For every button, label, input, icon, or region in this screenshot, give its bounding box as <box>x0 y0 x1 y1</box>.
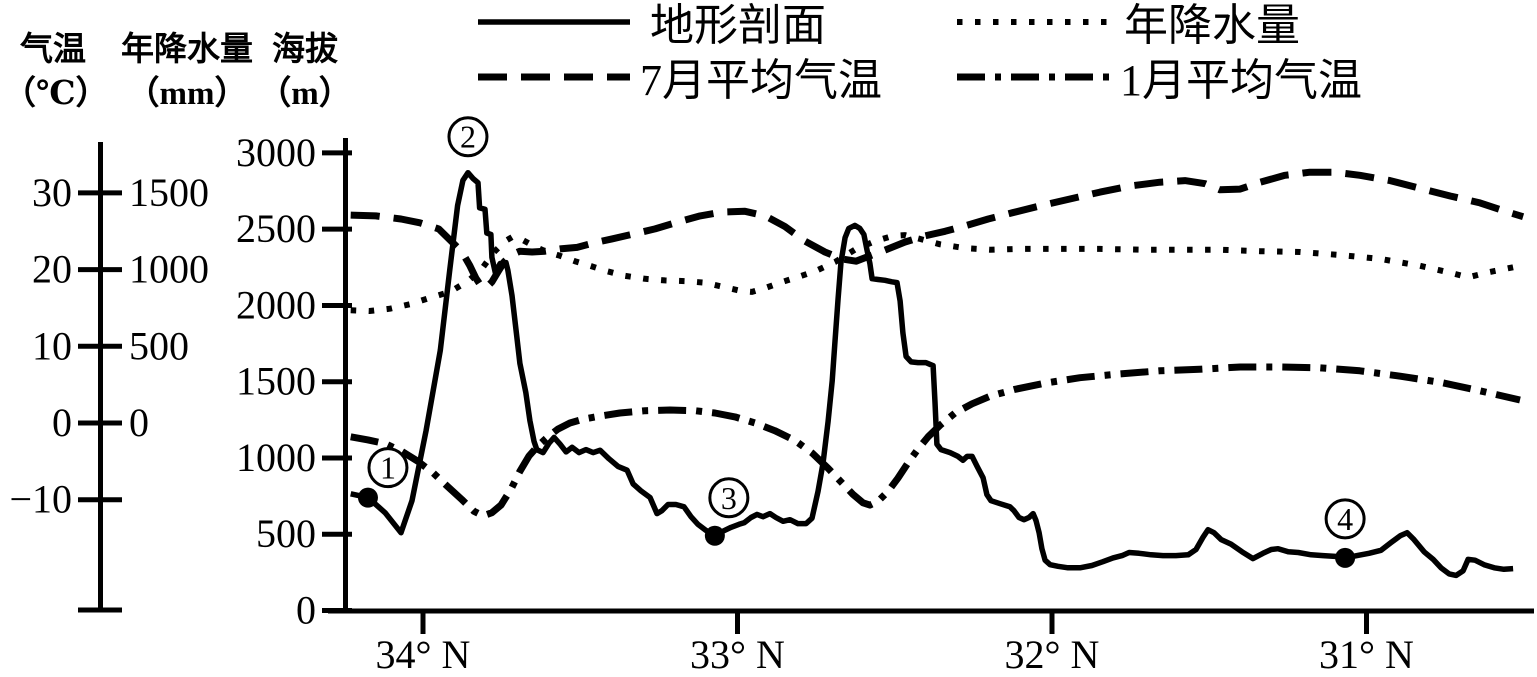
legend-item-precip: 年降水量 <box>957 1 1300 50</box>
elevation-axis-title-line2: （m） <box>258 76 352 112</box>
precip-curve <box>350 232 1514 314</box>
latitude-tick-label: 31° N <box>1319 632 1414 677</box>
elevation-tick-label: 1500 <box>236 359 316 404</box>
elevation-tick-label: 2000 <box>236 282 316 327</box>
marker-2-number: 2 <box>460 119 476 155</box>
marker-1: 1 <box>357 447 409 508</box>
temperature-axis-title-line1: 气温 <box>20 32 86 68</box>
temperature-tick-label: 0 <box>52 400 72 445</box>
elevation-tick-label: 2500 <box>236 206 316 251</box>
legend-label-january: 1月平均气温 <box>1120 56 1362 105</box>
profile-curve <box>350 169 1514 579</box>
elevation-axis-title-line1: 海拔 <box>272 32 338 68</box>
marker-4-circle <box>1324 498 1366 540</box>
legend-item-profile: 地形剖面 <box>478 1 826 50</box>
legend-label-profile: 地形剖面 <box>650 1 826 50</box>
elevation-tick-label: 0 <box>296 588 316 633</box>
latitude-tick-label: 34° N <box>376 632 471 677</box>
marker-4-number: 4 <box>1337 501 1353 537</box>
axes <box>78 138 1534 634</box>
temperature-tick-label: 10 <box>32 323 72 368</box>
elevation-axis-title: 海拔 （m） <box>255 28 355 116</box>
marker-4: 4 <box>1324 498 1366 568</box>
precipitation-tick-label: 1000 <box>129 247 209 292</box>
precipitation-axis-title-line2: （mm） <box>126 76 248 112</box>
marker-3: 3 <box>704 477 750 546</box>
july-temp-curve <box>350 168 1525 292</box>
latitude-tick-label: 33° N <box>690 632 785 677</box>
elevation-tick-label: 500 <box>256 511 316 556</box>
temperature-axis-title-line2: （℃） <box>3 76 109 112</box>
marker-1-circle <box>367 447 409 489</box>
marker-1-dot <box>357 487 378 508</box>
legend-label-july: 7月平均气温 <box>640 56 882 105</box>
legend: 地形剖面 年降水量 7月平均气温 1月平均气温 <box>478 1 1362 105</box>
marker-2-circle <box>447 116 489 158</box>
january-temp-curve <box>350 363 1521 520</box>
marker-3-circle <box>708 477 750 519</box>
legend-item-january: 1月平均气温 <box>957 56 1362 105</box>
temperature-tick-label: 20 <box>32 247 72 292</box>
temperature-axis-title: 气温 （℃） <box>3 28 109 116</box>
precipitation-axis-title: 年降水量 （mm） <box>107 28 267 116</box>
marker-1-number: 1 <box>380 450 396 486</box>
precipitation-tick-label: 500 <box>129 323 189 368</box>
marker-4-dot <box>1335 547 1356 568</box>
legend-label-precip: 年降水量 <box>1124 1 1300 50</box>
precipitation-tick-label: 1500 <box>129 170 209 215</box>
temperature-tick-label: 30 <box>32 170 72 215</box>
elevation-tick-label: 3000 <box>236 130 316 175</box>
latitude-tick-label: 32° N <box>1005 632 1100 677</box>
marker-3-number: 3 <box>721 480 737 516</box>
precipitation-axis-title-line1: 年降水量 <box>121 32 253 68</box>
temperature-tick-label: −10 <box>9 477 72 522</box>
marker-3-dot <box>704 525 725 546</box>
legend-item-july: 7月平均气温 <box>478 56 882 105</box>
marker-2: 2 <box>447 116 489 158</box>
precipitation-tick-label: 0 <box>129 400 149 445</box>
elevation-tick-label: 1000 <box>236 435 316 480</box>
